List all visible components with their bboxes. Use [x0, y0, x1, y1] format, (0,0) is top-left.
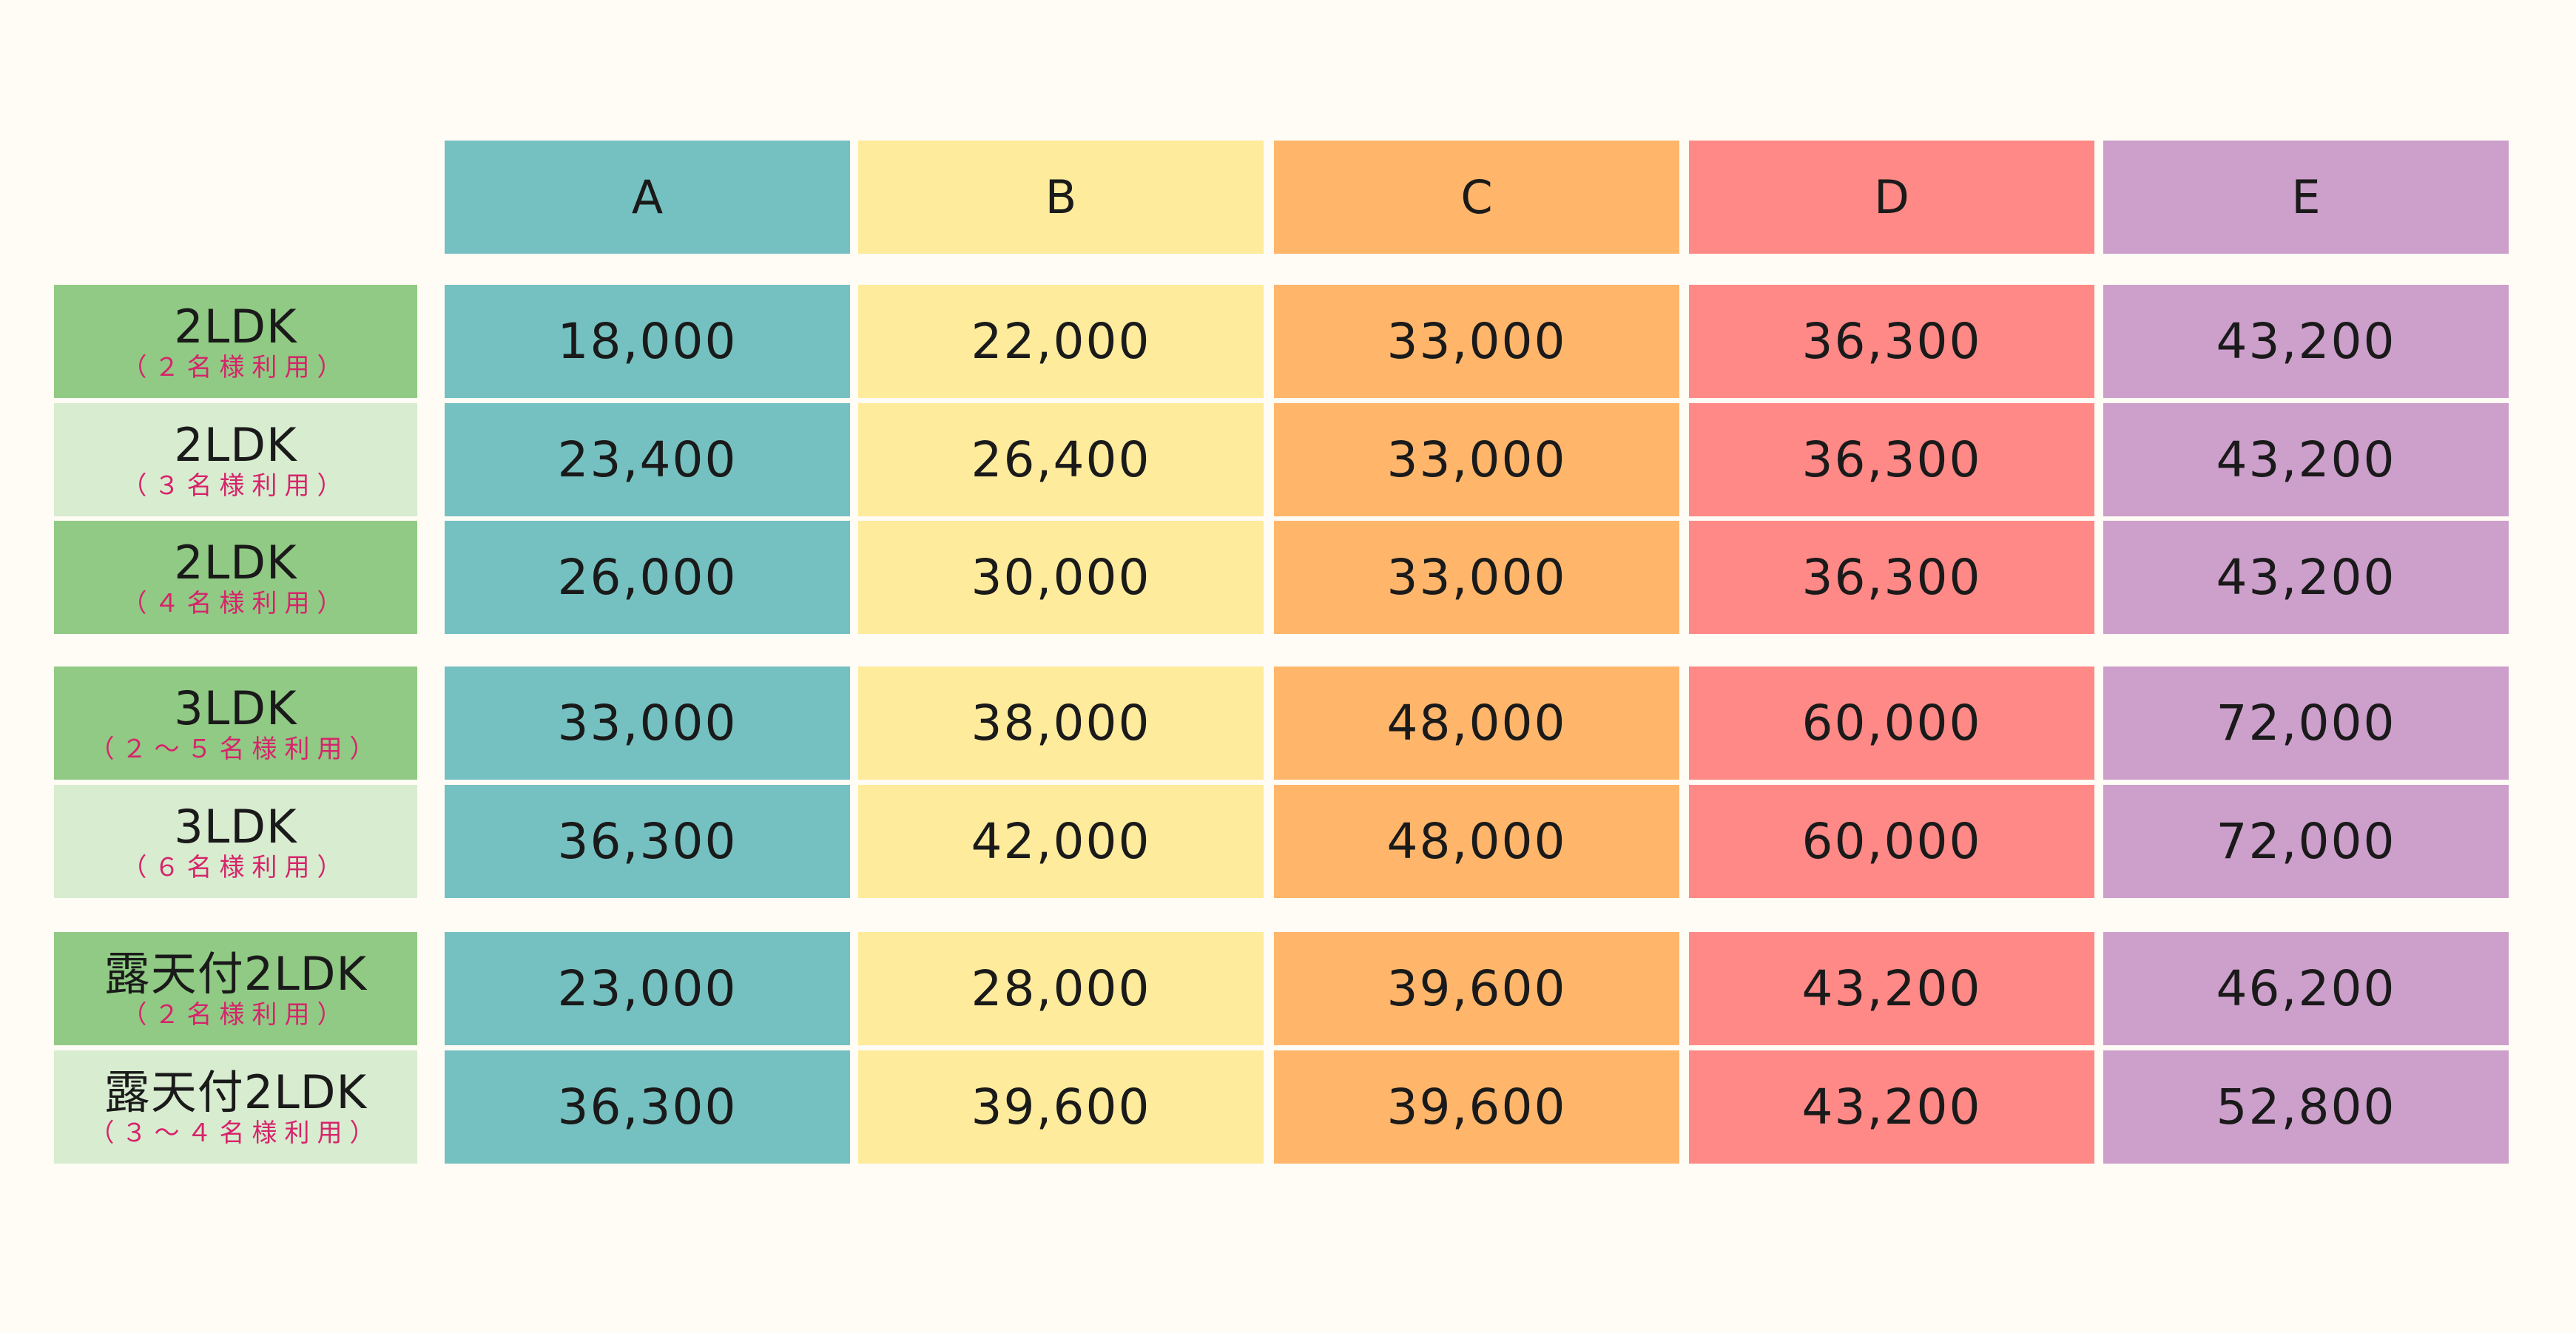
price-cell: 26,000: [445, 521, 850, 634]
row-label-name: 3LDK: [174, 799, 297, 854]
price-cell: 33,000: [1274, 285, 1679, 398]
price-cell: 28,000: [858, 932, 1264, 1045]
row-label: 3LDK （２～５名様利用）: [54, 666, 417, 780]
price-cell: 26,400: [858, 403, 1264, 516]
price-cell: 33,000: [445, 666, 850, 780]
price-cell: 72,000: [2103, 785, 2509, 898]
row-label-occupancy: （２～５名様利用）: [89, 734, 382, 764]
row-label-name: 2LDK: [174, 299, 297, 354]
row-label-occupancy: （２名様利用）: [121, 352, 350, 382]
price-cell: 72,000: [2103, 666, 2509, 780]
column-header-e: E: [2103, 141, 2509, 254]
price-cell: 36,300: [1689, 285, 2094, 398]
price-cell: 52,800: [2103, 1050, 2509, 1164]
price-cell: 39,600: [1274, 932, 1679, 1045]
price-cell: 36,300: [445, 785, 850, 898]
row-label: 2LDK （３名様利用）: [54, 403, 417, 516]
price-cell: 43,200: [2103, 521, 2509, 634]
price-cell: 48,000: [1274, 666, 1679, 780]
price-cell: 30,000: [858, 521, 1264, 634]
row-label: 2LDK （４名様利用）: [54, 521, 417, 634]
price-cell: 33,000: [1274, 403, 1679, 516]
row-label-occupancy: （３～４名様利用）: [89, 1118, 382, 1148]
row-label-occupancy: （６名様利用）: [121, 852, 350, 883]
price-cell: 43,200: [2103, 403, 2509, 516]
column-header-b: B: [858, 141, 1264, 254]
price-cell: 46,200: [2103, 932, 2509, 1045]
row-label: 露天付2LDK （２名様利用）: [54, 932, 417, 1045]
row-label-occupancy: （４名様利用）: [121, 588, 350, 618]
row-label-occupancy: （３名様利用）: [121, 470, 350, 501]
price-cell: 42,000: [858, 785, 1264, 898]
row-label-name: 3LDK: [174, 681, 297, 735]
price-cell: 36,300: [1689, 521, 2094, 634]
column-header-c: C: [1274, 141, 1679, 254]
row-label-name: 2LDK: [174, 535, 297, 590]
price-cell: 33,000: [1274, 521, 1679, 634]
row-label-occupancy: （２名様利用）: [121, 999, 350, 1030]
row-label: 2LDK （２名様利用）: [54, 285, 417, 398]
price-cell: 23,400: [445, 403, 850, 516]
price-cell: 36,300: [445, 1050, 850, 1164]
price-cell: 22,000: [858, 285, 1264, 398]
price-cell: 18,000: [445, 285, 850, 398]
price-cell: 60,000: [1689, 666, 2094, 780]
row-label-name: 露天付2LDK: [104, 1064, 368, 1119]
row-label: 3LDK （６名様利用）: [54, 785, 417, 898]
column-header-a: A: [445, 141, 850, 254]
price-cell: 43,200: [1689, 932, 2094, 1045]
price-cell: 36,300: [1689, 403, 2094, 516]
price-cell: 39,600: [858, 1050, 1264, 1164]
price-cell: 38,000: [858, 666, 1264, 780]
price-cell: 48,000: [1274, 785, 1679, 898]
price-cell: 23,000: [445, 932, 850, 1045]
row-label-name: 2LDK: [174, 417, 297, 472]
column-header-d: D: [1689, 141, 2094, 254]
price-cell: 43,200: [2103, 285, 2509, 398]
row-label: 露天付2LDK （３～４名様利用）: [54, 1050, 417, 1164]
price-cell: 43,200: [1689, 1050, 2094, 1164]
row-label-name: 露天付2LDK: [104, 946, 368, 1001]
price-cell: 60,000: [1689, 785, 2094, 898]
price-cell: 39,600: [1274, 1050, 1679, 1164]
